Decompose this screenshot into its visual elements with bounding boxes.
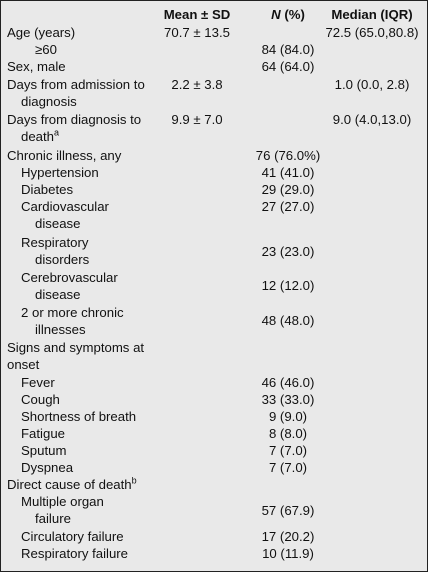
row-label: 2 or more chronic — [21, 305, 124, 320]
header-mean-sd: Mean ± SD — [163, 7, 231, 22]
header-n-pct: N (%) — [243, 7, 333, 23]
cell-n: 57 (67.9) — [261, 503, 315, 518]
row-label: Respiratory — [21, 235, 89, 250]
cell-n: 29 (29.0) — [261, 182, 315, 197]
cell-n: 27 (27.0) — [261, 199, 315, 214]
cell-n: 84 (84.0) — [261, 42, 315, 57]
row-label: failure — [35, 511, 71, 526]
row-label: disease — [35, 216, 81, 231]
row-label: Age (years) — [7, 25, 76, 40]
row-label: Days from diagnosis to — [7, 112, 142, 127]
row-label: deatha — [21, 127, 60, 145]
row-label: disorders — [35, 252, 90, 267]
row-label: onset — [7, 357, 40, 372]
cell-median: 9.0 (4.0,13.0) — [332, 112, 412, 127]
cell-n: 7 (7.0) — [268, 443, 308, 458]
cell-n: 23 (23.0) — [261, 244, 315, 259]
cell-n: 33 (33.0) — [261, 392, 315, 407]
row-label: Cardiovascular — [21, 199, 109, 214]
row-label: Cerebrovascular — [21, 270, 118, 285]
row-label: Direct cause of deathb — [7, 475, 137, 493]
cell-mean: 9.9 ± 7.0 — [171, 112, 223, 127]
row-label: diagnosis — [21, 94, 77, 109]
footnote-marker: b — [131, 475, 137, 486]
cell-n: 9 (9.0) — [268, 409, 308, 424]
row-label: Days from admission to — [7, 77, 145, 92]
cell-n: 41 (41.0) — [261, 165, 315, 180]
cell-n: 8 (8.0) — [268, 426, 308, 441]
cell-median: 1.0 (0.0, 2.8) — [334, 77, 410, 92]
row-label: Fatigue — [21, 426, 65, 441]
row-label: Circulatory failure — [21, 529, 124, 544]
cell-n: 12 (12.0) — [261, 278, 315, 293]
cell-n: 10 (11.9) — [262, 546, 314, 561]
row-label: illnesses — [35, 322, 86, 337]
cell-n: 17 (20.2) — [261, 529, 315, 544]
row-label: Chronic illness, any — [7, 148, 122, 163]
row-label-text: death — [21, 129, 55, 144]
row-label: disease — [35, 287, 81, 302]
cell-mean: 2.2 ± 3.8 — [171, 77, 223, 92]
cell-n: 48 (48.0) — [261, 313, 315, 328]
cell-median: 72.5 (65.0,80.8) — [325, 25, 419, 40]
cell-n: 46 (46.0) — [261, 375, 315, 390]
cell-n: 64 (64.0) — [261, 59, 315, 74]
header-pct-label: (%) — [280, 7, 305, 22]
row-label: Shortness of breath — [21, 409, 137, 424]
row-label: Diabetes — [21, 182, 74, 197]
header-median-iqr: Median (IQR) — [331, 7, 413, 22]
row-label-text: Direct cause of death — [7, 477, 132, 492]
cell-mean: 70.7 ± 13.5 — [164, 25, 230, 40]
row-label: Hypertension — [21, 165, 99, 180]
row-label: Signs and symptoms at — [7, 340, 145, 355]
row-label: Sputum — [21, 443, 67, 458]
cell-n: 76 (76.0%) — [255, 148, 321, 163]
row-label: Fever — [21, 375, 55, 390]
footnote-marker: a — [54, 127, 60, 138]
cell-n: 7 (7.0) — [268, 460, 308, 475]
row-label: Cough — [21, 392, 60, 407]
row-label: Dyspnea — [21, 460, 74, 475]
row-label: ≥60 — [35, 42, 57, 57]
row-label: Sex, male — [7, 59, 66, 74]
header-n-label: N — [271, 7, 281, 22]
row-label: Respiratory failure — [21, 546, 129, 561]
row-label: Multiple organ — [21, 494, 104, 509]
